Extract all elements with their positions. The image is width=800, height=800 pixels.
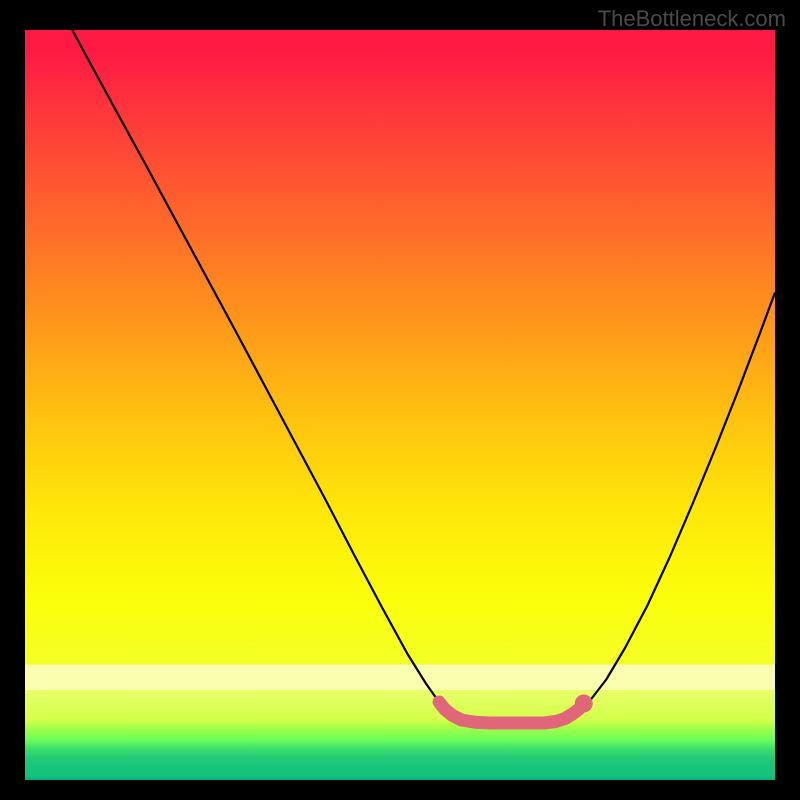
chart-stage: TheBottleneck.com [0,0,800,800]
plot-svg [25,30,775,780]
watermark-text: TheBottleneck.com [598,6,786,32]
gradient-background [25,30,775,780]
optimal-segment-end-dot [575,695,593,713]
plot-area [25,30,775,780]
